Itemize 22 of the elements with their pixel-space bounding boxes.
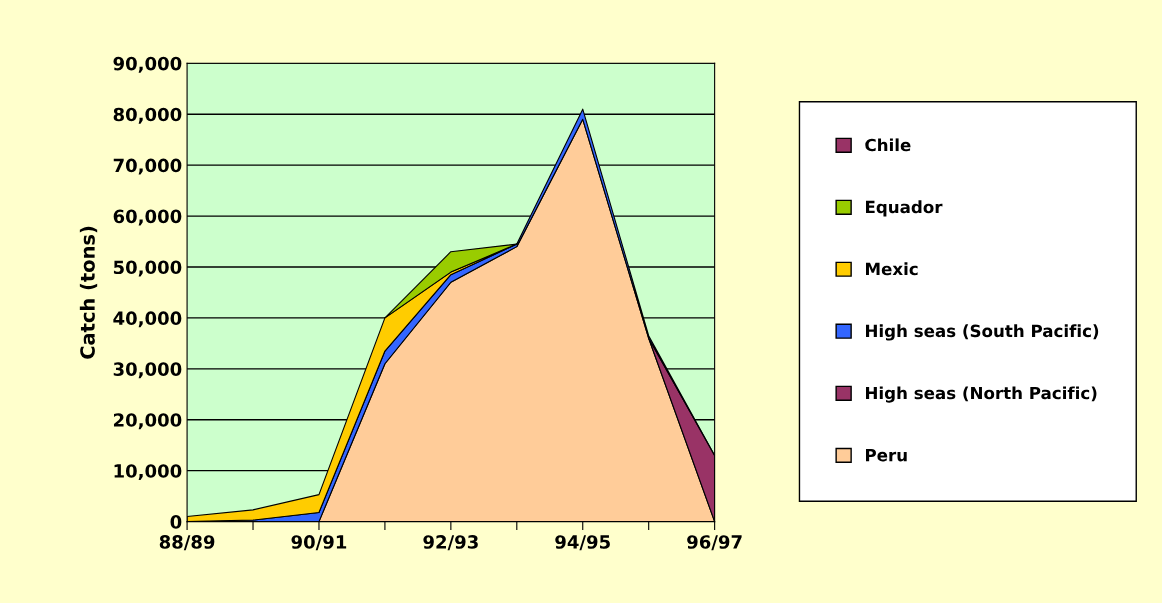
y-tick-label: 80,000 — [113, 107, 182, 124]
y-tick-label: 40,000 — [113, 311, 182, 328]
y-tick-label: 70,000 — [113, 158, 182, 175]
y-tick-label: 50,000 — [113, 260, 182, 277]
y-tick-label: 20,000 — [113, 413, 182, 430]
y-tick-label: 0 — [170, 515, 182, 529]
legend-label: High seas (North Pacific) — [866, 386, 1097, 403]
x-tick-label: 90/91 — [291, 535, 347, 551]
x-tick-label: 92/93 — [423, 535, 478, 551]
y-tick-label: 10,000 — [114, 464, 182, 481]
legend-label: High seas (South Pacific) — [866, 324, 1099, 341]
legend-label: Peru — [866, 448, 907, 462]
y-tick-label: 30,000 — [113, 362, 182, 379]
y-axis-title: Catch (tons) — [79, 226, 98, 359]
legend-label: Chile — [865, 138, 911, 152]
legend-label: Equador — [866, 200, 943, 217]
x-tick-label: 88/89 — [159, 535, 215, 551]
y-tick-label: 60,000 — [113, 209, 182, 226]
y-tick-label: 90,000 — [113, 56, 182, 73]
legend-label: Mexic — [866, 262, 918, 276]
x-tick-label: 96/97 — [687, 535, 742, 551]
x-tick-label: 94/95 — [555, 535, 610, 551]
